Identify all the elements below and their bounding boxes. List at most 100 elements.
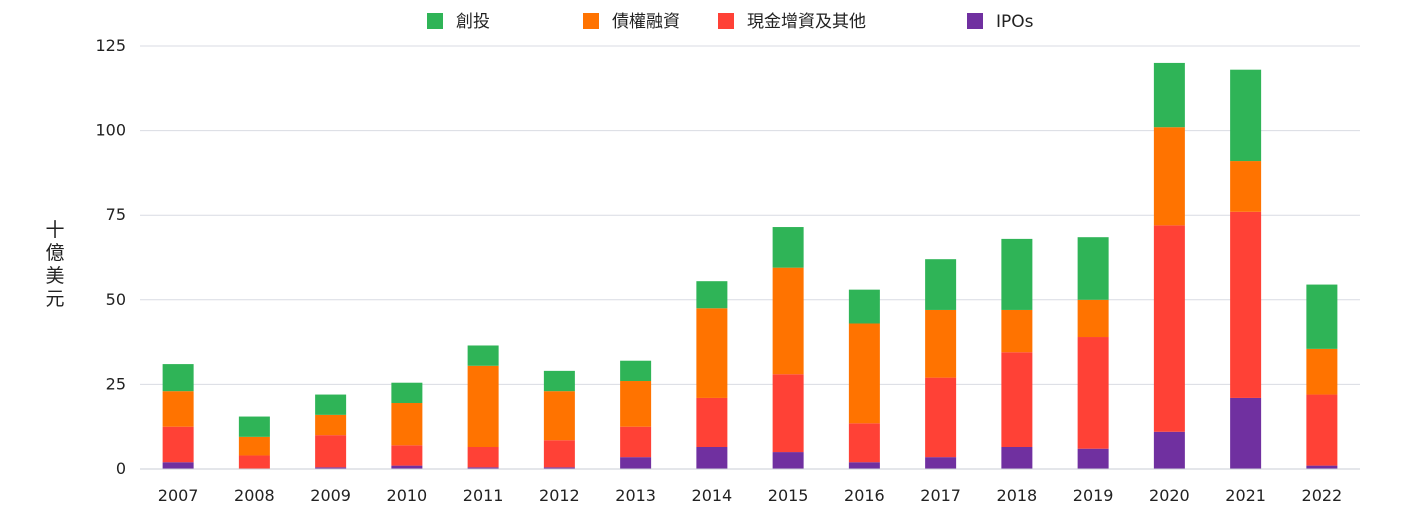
bar-segment [162, 462, 194, 469]
x-tick-label: 2010 [387, 486, 428, 505]
x-tick-label: 2009 [310, 486, 351, 505]
bar-segment [925, 377, 957, 458]
bar-segment [620, 426, 652, 458]
bar-segment [1306, 348, 1338, 395]
y-axis-label-char: 元 [45, 288, 64, 310]
bar-segment [543, 370, 575, 392]
x-tick-label: 2013 [615, 486, 656, 505]
bar-segment [315, 394, 347, 415]
legend: 創投 債權融資 現金增資及其他 IPOs [427, 12, 1034, 32]
x-tick-label: 2017 [920, 486, 961, 505]
bar-segment [1153, 431, 1185, 469]
legend-swatch [718, 13, 734, 29]
legend-swatch [583, 13, 599, 29]
y-tick-label: 0 [116, 459, 126, 478]
bar-segment [1230, 69, 1262, 162]
bar-segment [315, 435, 347, 468]
bar-segment [162, 426, 194, 463]
bar-segment [696, 308, 728, 398]
bar-segment [848, 462, 880, 469]
bars [162, 62, 1338, 469]
x-tick-label: 2011 [463, 486, 504, 505]
x-tick-label: 2018 [997, 486, 1038, 505]
bar-segment [696, 397, 728, 448]
legend-swatch [427, 13, 443, 29]
bar-segment [620, 360, 652, 382]
bar-segment [391, 445, 423, 466]
bar-segment [315, 414, 347, 436]
bar-segment [1230, 397, 1262, 469]
bar-segment [848, 289, 880, 324]
bar-segment [1153, 62, 1185, 128]
bar-segment [1230, 211, 1262, 398]
bar-segment [925, 259, 957, 310]
bar-segment [1001, 238, 1033, 310]
bar-segment [1306, 284, 1338, 349]
bar-segment [925, 457, 957, 469]
x-tick-label: 2019 [1073, 486, 1114, 505]
y-tick-label: 75 [106, 205, 126, 224]
y-tick-label: 25 [106, 374, 126, 393]
bar-segment [925, 309, 957, 378]
bar-segment [543, 467, 575, 469]
bar-segment [467, 345, 499, 366]
bar-segment [1077, 448, 1109, 469]
x-tick-label: 2015 [768, 486, 809, 505]
y-axis-ticks: 0 25 50 75 100 125 [95, 36, 126, 478]
bar-segment [1077, 237, 1109, 300]
bar-segment [543, 391, 575, 441]
bar-segment [1077, 299, 1109, 338]
bar-segment [467, 447, 499, 468]
bar-segment [238, 436, 270, 456]
legend-label: 現金增資及其他 [747, 12, 866, 32]
bar-segment [162, 364, 194, 392]
bar-segment [1306, 394, 1338, 466]
y-axis-label-char: 億 [45, 242, 64, 264]
bar-segment [1153, 225, 1185, 432]
bar-segment [391, 403, 423, 446]
bar-segment [772, 227, 804, 268]
legend-swatch [967, 13, 983, 29]
legend-label: 債權融資 [612, 12, 680, 32]
bar-segment [1001, 352, 1033, 448]
x-tick-label: 2022 [1302, 486, 1343, 505]
bar-segment [1306, 465, 1338, 469]
bar-segment [467, 365, 499, 448]
bar-segment [238, 416, 270, 437]
bar-segment [772, 452, 804, 469]
bar-segment [696, 281, 728, 309]
bar-segment [620, 457, 652, 469]
y-axis-label-char: 十 [45, 219, 64, 241]
x-tick-label: 2014 [692, 486, 733, 505]
x-tick-label: 2012 [539, 486, 580, 505]
bar-segment [391, 382, 423, 404]
x-tick-label: 2020 [1149, 486, 1190, 505]
bar-segment [696, 447, 728, 469]
x-tick-label: 2016 [844, 486, 885, 505]
y-axis-label-char: 美 [45, 265, 64, 287]
x-tick-label: 2007 [158, 486, 199, 505]
y-tick-label: 50 [106, 290, 126, 309]
bar-segment [1153, 127, 1185, 226]
legend-label: 創投 [456, 12, 490, 32]
bar-segment [1230, 161, 1262, 212]
bar-segment [543, 440, 575, 468]
bar-segment [848, 423, 880, 463]
x-tick-label: 2021 [1225, 486, 1266, 505]
bar-segment [1077, 337, 1109, 449]
bar-segment [1001, 309, 1033, 353]
x-tick-label: 2008 [234, 486, 275, 505]
bar-segment [620, 381, 652, 427]
bar-segment [848, 323, 880, 424]
bar-segment [315, 467, 347, 469]
bar-segment [1001, 447, 1033, 469]
x-axis-ticks: 2007 2008 2009 2010 2011 2012 2013 2014 2015 2016… [158, 486, 1342, 505]
y-tick-label: 125 [95, 36, 126, 55]
legend-label: IPOs [996, 12, 1034, 32]
bar-segment [391, 465, 423, 469]
bar-segment [772, 374, 804, 453]
y-tick-label: 100 [95, 121, 126, 140]
bar-segment [772, 267, 804, 375]
